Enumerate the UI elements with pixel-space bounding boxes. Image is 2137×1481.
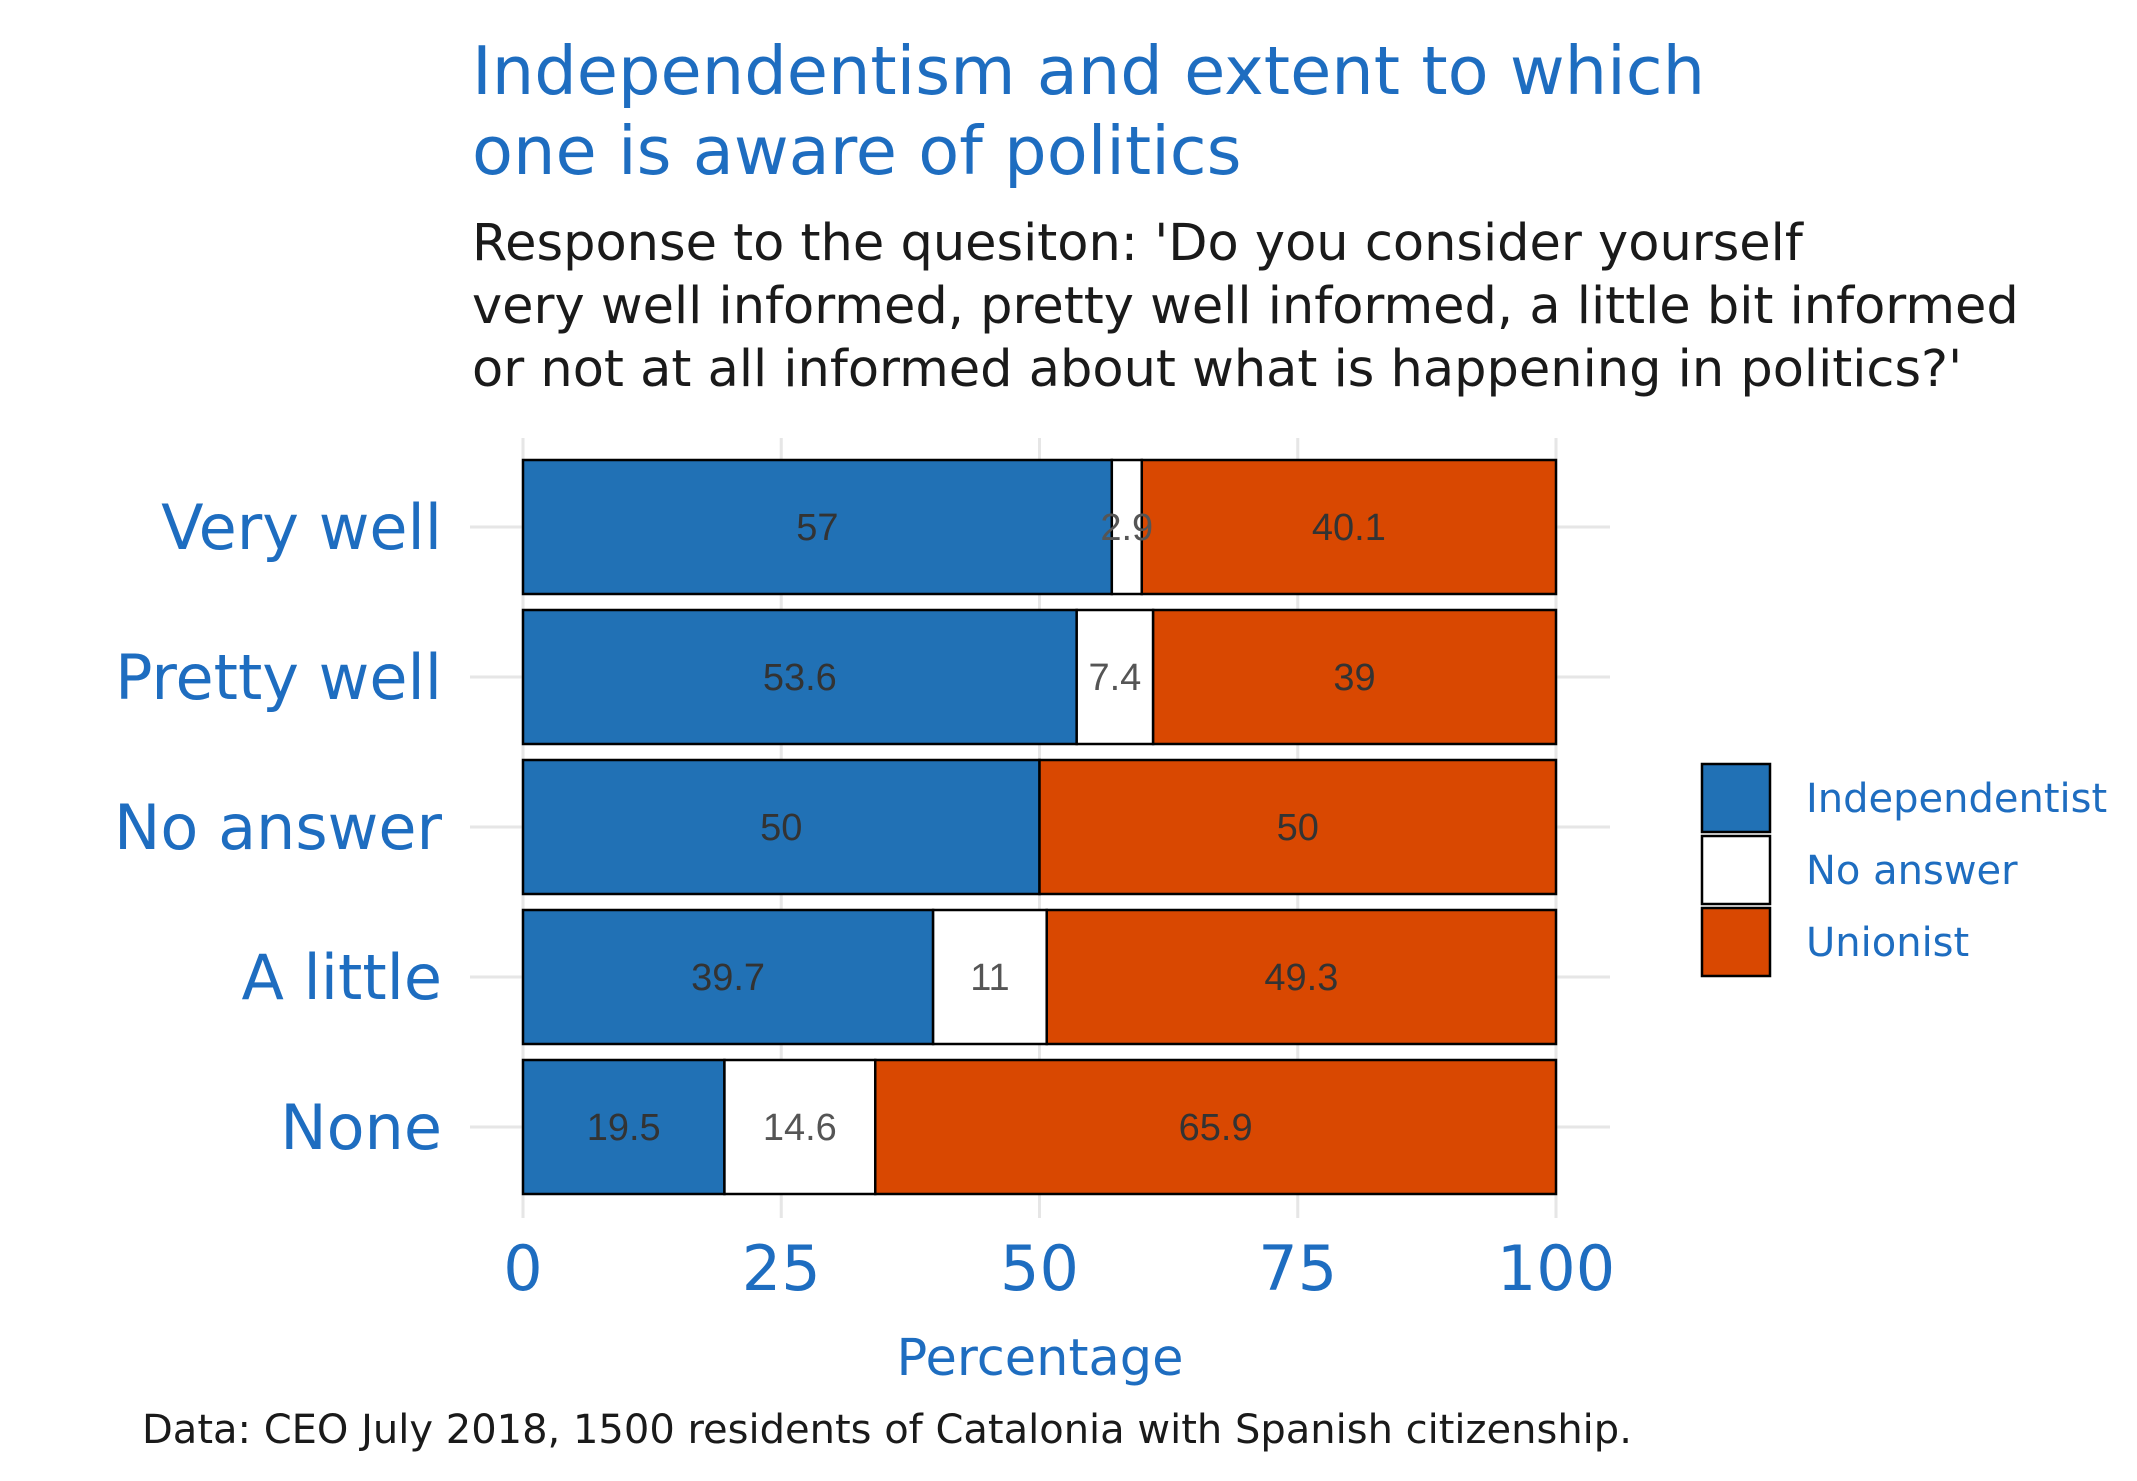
bar-label-2-2: 50 — [1277, 807, 1319, 849]
x-axis-ticks: 0 25 50 75 100 — [503, 1232, 1615, 1305]
legend-label-2: Unionist — [1806, 920, 1969, 966]
chart-subtitle-line-3: or not at all informed about what is hap… — [472, 340, 1962, 399]
x-tick-label-4: 100 — [1497, 1232, 1615, 1305]
legend-label-1: No answer — [1806, 848, 2018, 894]
bar-label-2-0: 50 — [760, 807, 802, 849]
bar-label-4-2: 65.9 — [1179, 1107, 1253, 1149]
y-tick-label-1: Pretty well — [115, 641, 442, 714]
bar-label-3-1: 11 — [970, 957, 1009, 999]
chart-subtitle-line-1: Response to the quesiton: 'Do you consid… — [472, 214, 1804, 273]
x-tick-label-1: 25 — [742, 1232, 821, 1305]
bar-2-0 — [521, 758, 1041, 896]
y-tick-label-3: A little — [241, 941, 442, 1014]
y-tick-label-0: Very well — [161, 491, 442, 564]
legend-label-0: Independentist — [1806, 776, 2107, 822]
bar-label-1-1: 7.4 — [1088, 657, 1141, 699]
legend-key-0 — [1700, 762, 1772, 834]
y-axis-categories: Very well Pretty well No answer A little Non… — [114, 491, 442, 1164]
bar-4-0 — [521, 1058, 726, 1196]
legend-key-2 — [1700, 906, 1772, 978]
bar-label-1-0: 53.6 — [763, 657, 837, 699]
legend-key-1 — [1700, 834, 1772, 906]
bar-4-2 — [874, 1058, 1558, 1196]
legend: Independentist No answer Unionist — [1700, 762, 2107, 978]
bar-label-1-2: 39 — [1333, 657, 1375, 699]
bar-4-1 — [723, 1058, 877, 1196]
bars — [521, 458, 1558, 1196]
bar-label-0-0: 57 — [796, 507, 838, 549]
bar-1-1 — [1075, 608, 1155, 746]
bar-1-2 — [1151, 608, 1558, 746]
x-tick-label-3: 75 — [1258, 1232, 1337, 1305]
y-tick-label-4: None — [280, 1091, 442, 1164]
bar-0-2 — [1140, 458, 1558, 596]
bar-value-labels: 57 2.9 40.1 53.6 7.4 39 50 50 39.7 11 49.3 19.5 14.6… — [587, 507, 1386, 1149]
y-tick-label-2: No answer — [114, 791, 442, 864]
bar-0-1 — [1110, 458, 1144, 596]
chart-title-line-2: one is aware of politics — [472, 112, 1242, 190]
bar-label-4-0: 19.5 — [587, 1107, 661, 1149]
bar-label-3-2: 49.3 — [1264, 957, 1338, 999]
bar-3-0 — [521, 908, 935, 1046]
bar-2-2 — [1038, 758, 1558, 896]
chart-subtitle-line-2: very well informed, pretty well informed… — [472, 277, 2019, 336]
bar-3-1 — [931, 908, 1048, 1046]
x-tick-label-0: 0 — [503, 1232, 542, 1305]
bar-3-2 — [1045, 908, 1558, 1046]
bar-label-0-1: 2.9 — [1100, 507, 1153, 549]
chart-caption: Data: CEO July 2018, 1500 residents of C… — [142, 1407, 1632, 1453]
bar-1-0 — [521, 608, 1078, 746]
bar-label-3-0: 39.7 — [691, 957, 765, 999]
chart-title-line-1: Independentism and extent to which — [472, 32, 1705, 110]
bar-label-4-1: 14.6 — [763, 1107, 837, 1149]
x-axis-label: Percentage — [897, 1329, 1184, 1388]
bar-label-0-2: 40.1 — [1312, 507, 1386, 549]
x-tick-label-2: 50 — [1000, 1232, 1079, 1305]
